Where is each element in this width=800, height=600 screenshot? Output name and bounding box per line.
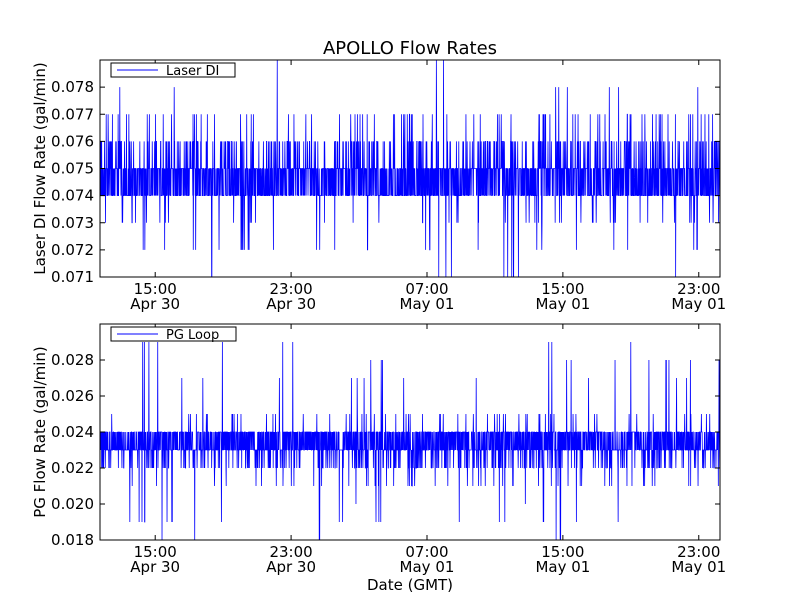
y-tick-label: 0.078 [51,78,94,96]
legend-box [110,326,237,342]
legend-label: PG Loop [166,328,219,343]
series-line-1 [100,341,720,540]
x-tick-label-date: Apr 30 [130,558,180,576]
x-tick-label-date: Apr 30 [130,295,180,313]
legend: Laser DI [110,62,236,79]
x-tick-label-date: Apr 30 [266,558,316,576]
legend-box [110,62,236,78]
x-tick-label-time: 23:00 [269,280,312,298]
legend: PG Loop [110,326,237,343]
y-tick-label: 0.074 [51,187,94,205]
x-tick-label-date: May 01 [400,558,455,576]
x-tick-label-date: May 01 [535,295,590,313]
y-tick-label: 0.024 [51,423,94,441]
x-tick-label-date: May 01 [535,558,590,576]
series-line-1 [100,60,720,277]
y-tick-label: 0.077 [51,105,94,123]
y-tick-label: 0.018 [51,531,94,549]
x-tick-label-time: 23:00 [677,280,720,298]
chart-panels: 0.071 0.072 0.073 0.074 0.075 0.076 0.077 0.078… [31,59,726,576]
x-tick-label-time: 15:00 [134,280,177,298]
x-tick-label-date: May 01 [671,558,726,576]
x-axis-label: Date (GMT) [367,576,453,594]
y-tick-label: 0.076 [51,132,94,150]
y-tick-label: 0.071 [51,268,94,286]
x-tick-label-date: May 01 [671,295,726,313]
legend-label: Laser DI [166,64,219,79]
x-tick-label-time: 23:00 [269,543,312,561]
chart-panel-1: 0.071 0.072 0.073 0.074 0.075 0.076 0.077 0.078… [31,59,726,313]
y-tick-label: 0.020 [51,495,94,513]
y-axis-label: Laser DI Flow Rate (gal/min) [31,62,49,274]
y-tick-label: 0.075 [51,160,94,178]
y-tick-label: 0.026 [51,387,94,405]
y-tick-label: 0.028 [51,351,94,369]
figure-title: APOLLO Flow Rates [323,38,497,59]
x-tick-label-time: 15:00 [541,543,584,561]
x-tick-label-time: 15:00 [134,543,177,561]
x-tick-label-date: Apr 30 [266,295,316,313]
x-tick-label-time: 07:00 [405,543,448,561]
x-tick-label-date: May 01 [400,295,455,313]
x-tick-label-time: 23:00 [677,543,720,561]
y-tick-label: 0.072 [51,241,94,259]
y-tick-label: 0.022 [51,459,94,477]
x-tick-label-time: 07:00 [405,280,448,298]
x-tick-label-time: 15:00 [541,280,584,298]
y-tick-label: 0.073 [51,214,94,232]
y-axis-label: PG Flow Rate (gal/min) [31,346,49,518]
